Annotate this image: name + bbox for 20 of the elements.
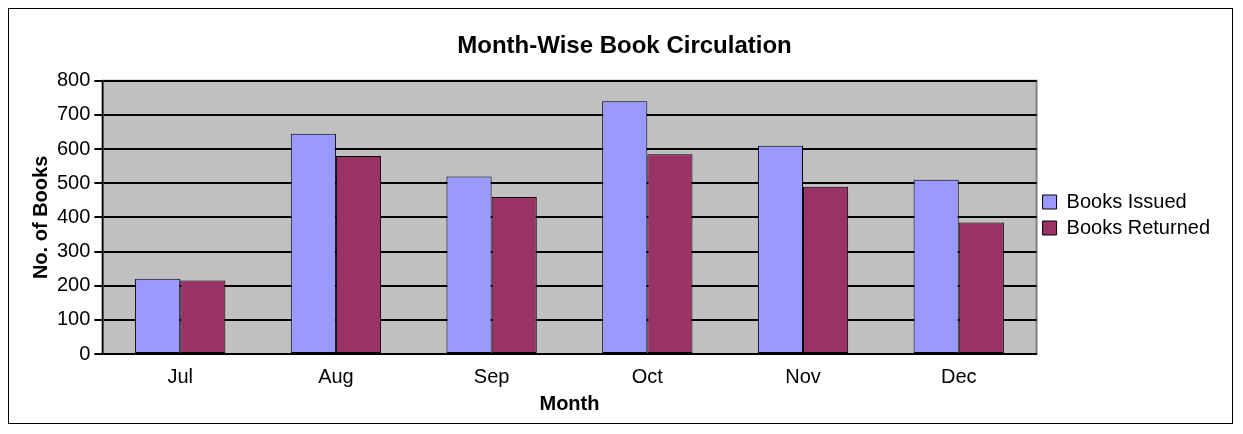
y-tick-label: 200 <box>56 273 91 296</box>
x-tick-label: Oct <box>631 364 664 387</box>
x-tick-label: Nov <box>785 364 821 387</box>
y-tick-label: 500 <box>56 170 91 193</box>
x-tick-label: Dec <box>940 364 977 387</box>
x-axis-title: Month <box>539 391 600 414</box>
y-tick-label: 0 <box>79 341 91 364</box>
x-tick-label: Jul <box>167 364 194 387</box>
y-tick-label: 600 <box>56 136 91 159</box>
y-tick-label: 800 <box>56 68 91 91</box>
y-tick-label: 700 <box>56 102 91 125</box>
legend-label: Books Issued <box>1066 189 1187 212</box>
x-tick-label: Aug <box>318 364 354 387</box>
chart-title: Month-Wise Book Circulation <box>457 31 792 59</box>
y-tick-label: 300 <box>56 239 91 262</box>
y-axis-title: No. of Books <box>28 155 51 280</box>
legend-label: Books Returned <box>1066 215 1210 238</box>
y-tick-label: 100 <box>56 307 91 330</box>
x-tick-label: Sep <box>473 364 510 387</box>
y-tick-label: 400 <box>56 204 91 227</box>
